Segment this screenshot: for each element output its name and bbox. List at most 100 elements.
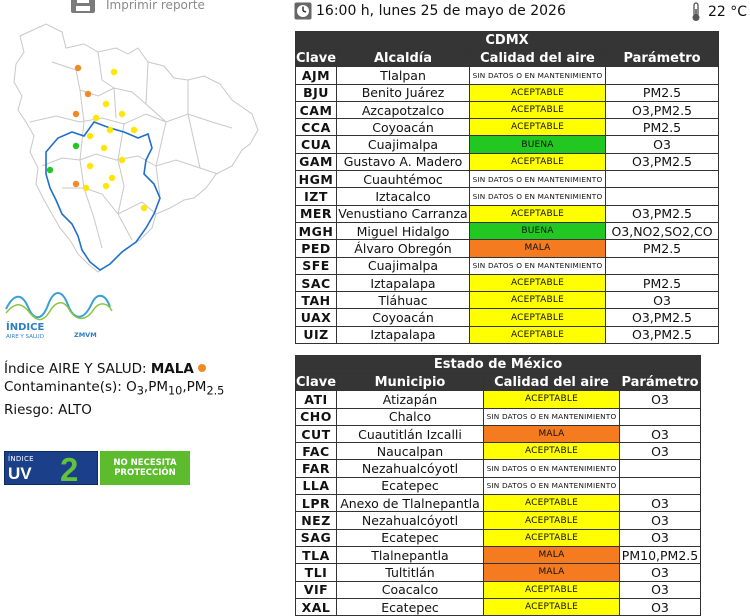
station-row: MGH Miguel Hidalgo BUENA O3,NO2,SO2,CO	[295, 221, 720, 241]
air-quality-cell: ACEPTABLE	[469, 152, 606, 172]
risk-label: Riesgo:	[4, 401, 54, 418]
parameter-cell: O3	[619, 424, 701, 444]
station-name: Coacalco	[336, 580, 484, 599]
station-marker	[86, 132, 94, 140]
pollutant-item: PM10	[148, 379, 183, 398]
column-header: Calidad del aire	[469, 48, 606, 68]
air-quality-cell: SIN DATOS O EN MANTENIMIENTO	[469, 66, 606, 85]
column-header: Parámetro	[619, 372, 701, 392]
parameter-cell	[604, 187, 720, 206]
station-code: XAL	[295, 597, 337, 616]
index-line: Índice AIRE Y SALUD: MALA	[4, 360, 224, 378]
station-code: FAC	[295, 442, 337, 461]
parameter-cell: O3,PM2.5	[604, 204, 720, 223]
pollutant-item: PM2.5	[186, 379, 225, 398]
station-marker	[118, 110, 126, 118]
station-marker	[74, 64, 82, 72]
parameter-cell: O3	[619, 390, 701, 409]
parameter-cell	[604, 66, 720, 85]
air-quality-cell: MALA	[483, 545, 620, 565]
station-name: Ecatepec	[336, 597, 484, 616]
uv-value: 2	[60, 451, 79, 488]
uv-recommendation: NO NECESITA PROTECCIÓN	[99, 451, 190, 485]
station-name: Anexo de Tlalnepantla	[336, 494, 484, 513]
air-quality-cell: BUENA	[469, 135, 606, 154]
parameter-cell: O3,PM2.5	[604, 100, 720, 120]
clock-icon	[294, 2, 312, 20]
station-name: Coyoacán	[336, 118, 470, 137]
edomex-table: Estado de México Clave Municipio Calidad…	[295, 355, 701, 616]
station-code: UIZ	[295, 325, 337, 345]
station-code: HGM	[295, 170, 337, 189]
station-row: CCA Coyoacán ACEPTABLE PM2.5	[295, 118, 720, 137]
station-marker	[72, 180, 80, 188]
column-header: Calidad del aire	[483, 372, 620, 392]
parameter-cell: O3	[619, 528, 701, 547]
station-code: FAR	[295, 459, 337, 478]
station-row: UIZ Iztapalapa ACEPTABLE O3,PM2.5	[295, 325, 720, 345]
station-code: TLI	[295, 563, 337, 582]
station-name: Iztapalapa	[336, 325, 470, 345]
parameter-cell: O3	[604, 291, 720, 310]
parameter-cell: O3	[619, 597, 701, 616]
station-name: Ecatepec	[336, 476, 484, 496]
station-code: CUA	[295, 135, 337, 154]
station-name: Azcapotzalco	[336, 100, 470, 120]
air-quality-cell: ACEPTABLE	[469, 204, 606, 223]
air-quality-cell: ACEPTABLE	[483, 597, 620, 616]
printer-icon	[71, 0, 95, 13]
station-name: Tlalnepantla	[336, 545, 484, 565]
parameter-cell: O3	[619, 494, 701, 513]
station-code: CCA	[295, 118, 337, 137]
air-quality-cell: SIN DATOS O EN MANTENIMIENTO	[483, 459, 620, 478]
cdmx-boundary	[45, 121, 161, 271]
station-name: Ecatepec	[336, 528, 484, 547]
station-name: Cuautitlán Izcalli	[336, 424, 484, 444]
column-header: Clave	[295, 372, 337, 392]
air-quality-cell: SIN DATOS O EN MANTENIMIENTO	[483, 476, 620, 496]
station-name: Cuajimalpa	[336, 135, 470, 154]
thermometer-icon	[692, 2, 700, 21]
air-quality-cell: ACEPTABLE	[483, 511, 620, 530]
station-code: SAG	[295, 528, 337, 547]
station-marker	[72, 110, 80, 118]
station-code: SAC	[295, 273, 337, 293]
air-quality-cell: ACEPTABLE	[469, 118, 606, 137]
station-row: SAC Iztapalapa ACEPTABLE PM2.5	[295, 273, 720, 293]
station-code: VIF	[295, 580, 337, 599]
station-marker	[92, 114, 100, 122]
station-name: Tláhuac	[336, 291, 470, 310]
station-name: Nezahualcóyotl	[336, 459, 484, 478]
station-marker	[110, 68, 118, 76]
parameter-cell: PM2.5	[604, 83, 720, 102]
station-name: Benito Juárez	[336, 83, 470, 102]
station-row: TLI Tultitlán MALA O3	[295, 563, 701, 582]
air-quality-cell: ACEPTABLE	[483, 528, 620, 547]
air-quality-cell: SIN DATOS O EN MANTENIMIENTO	[469, 256, 606, 275]
station-marker	[84, 90, 92, 98]
parameter-cell: O3	[619, 563, 701, 582]
station-name: Tultitlán	[336, 563, 484, 582]
station-marker	[46, 166, 54, 174]
print-report-button[interactable]: Imprimir reporte	[68, 0, 205, 16]
parameter-cell	[619, 407, 701, 426]
station-row: SFE Cuajimalpa SIN DATOS O EN MANTENIMIENT…	[295, 256, 720, 275]
pollutants-label: Contaminante(s):	[4, 379, 122, 395]
index-value: MALA	[150, 361, 194, 377]
station-code: CAM	[295, 100, 337, 120]
parameter-cell: O3	[619, 580, 701, 599]
station-row: CHO Chalco SIN DATOS O EN MANTENIMIENTO	[295, 407, 701, 426]
station-code: SFE	[295, 256, 337, 275]
station-name: Venustiano Carranza	[336, 204, 470, 223]
stations-map[interactable]	[6, 18, 264, 278]
station-marker	[82, 184, 90, 192]
station-name: Tlalpan	[336, 66, 470, 85]
air-quality-cell: MALA	[469, 239, 606, 258]
svg-text:ZMVM: ZMVM	[74, 331, 97, 339]
uv-index-panel: ÍNDICE UV 2	[4, 451, 98, 488]
air-quality-cell: ACEPTABLE	[469, 100, 606, 120]
station-marker	[72, 142, 80, 150]
pollutants-line: Contaminante(s): O3,PM10,PM2.5	[4, 379, 225, 398]
station-marker	[108, 174, 116, 182]
station-code: IZT	[295, 187, 337, 206]
